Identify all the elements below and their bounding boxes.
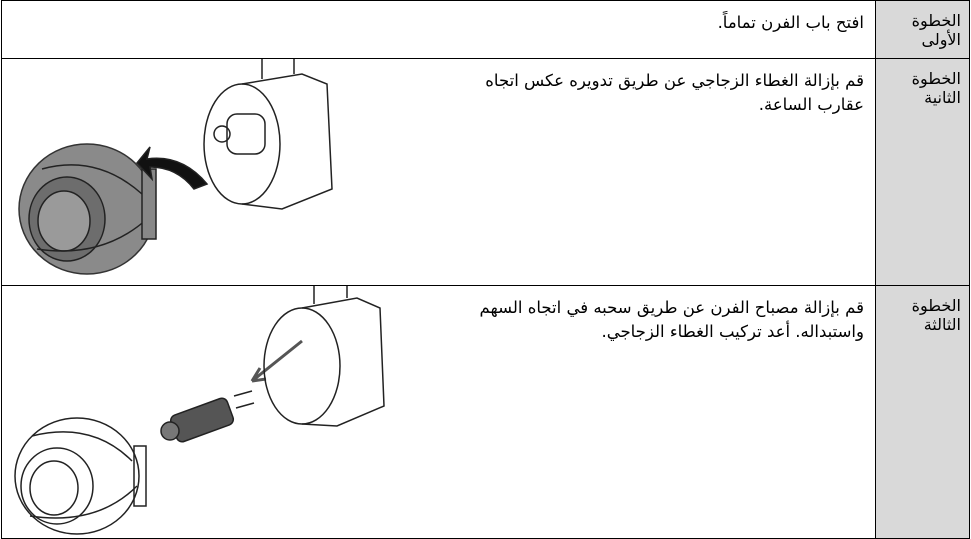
step-label: الخطوة الثانية bbox=[875, 59, 970, 286]
instruction: قم بإزالة الغطاء الزجاجي عن طريق تدويره … bbox=[485, 71, 864, 114]
illustration-remove-cover bbox=[18, 59, 333, 275]
illustration-remove-lamp bbox=[14, 286, 385, 535]
instruction: افتح باب الفرن تماماً. bbox=[717, 13, 864, 32]
table-row: الخطوة الثالثة قم بإزالة مصباح الفرن عن … bbox=[1, 285, 970, 539]
table-row: الخطوة الثانية قم بإزالة الغطاء الزجاجي … bbox=[1, 58, 970, 286]
step-label: الخطوة الثالثة bbox=[875, 286, 970, 538]
table-row: الخطوة الأولى افتح باب الفرن تماماً. bbox=[1, 0, 970, 59]
instruction: قم بإزالة مصباح الفرن عن طريق سحبه في ات… bbox=[479, 298, 864, 341]
step-label: الخطوة الأولى bbox=[875, 1, 970, 59]
